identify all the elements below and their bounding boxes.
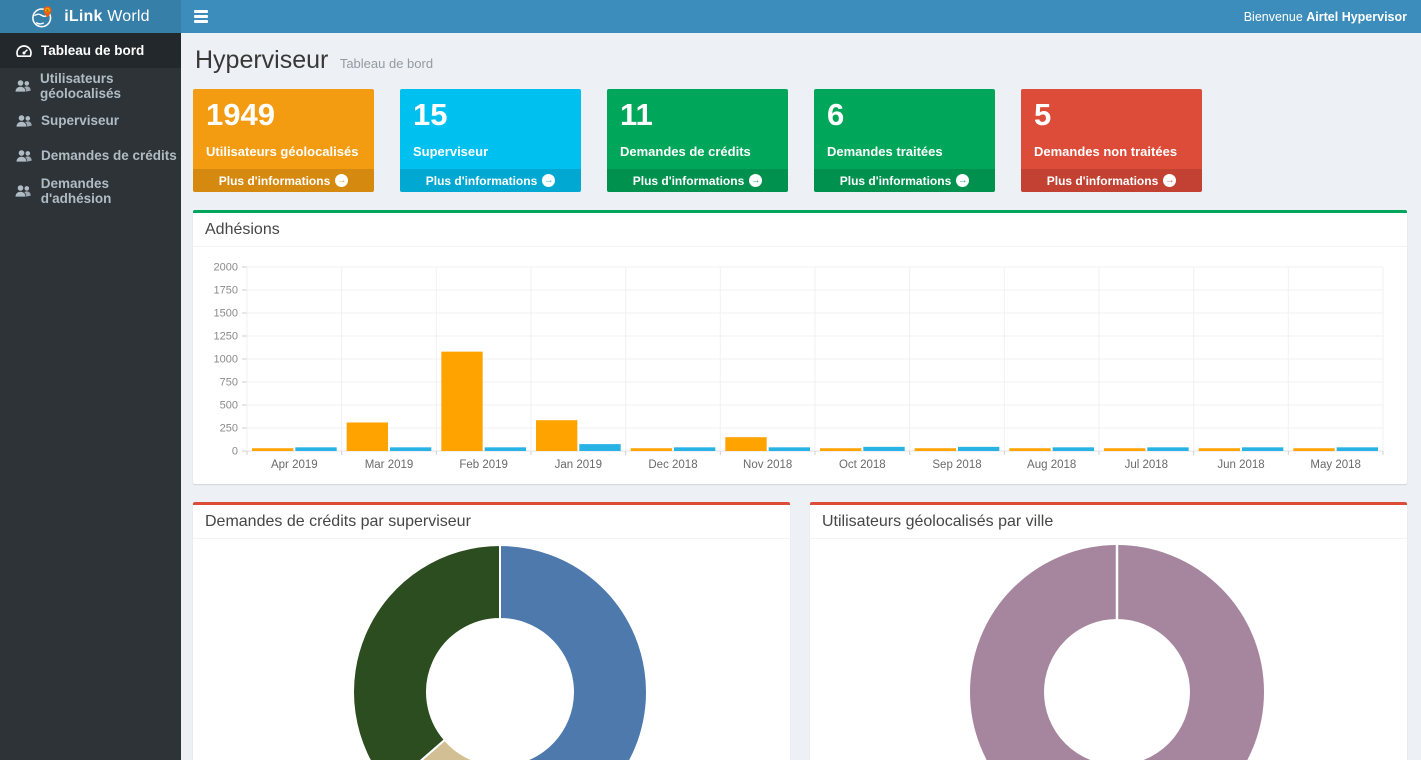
users-icon bbox=[15, 114, 32, 128]
adhesions-bar-chart: 0 250 500 750 1000 1250 1500 1750 2000 Apr 2019 Ma… bbox=[214, 262, 1384, 471]
svg-text:Jan 2019: Jan 2019 bbox=[555, 459, 602, 471]
svg-text:Feb 2019: Feb 2019 bbox=[459, 459, 508, 471]
top-navbar: $ iLink World Bienvenue Airtel Hyperviso… bbox=[0, 0, 1421, 33]
svg-text:Dec 2018: Dec 2018 bbox=[648, 459, 697, 471]
sidebar-item-label: Demandes d'adhésion bbox=[40, 175, 112, 206]
info-box-value: 11 bbox=[620, 97, 653, 132]
sidebar-item-demandes-de-credits[interactable]: Demandes de crédits bbox=[0, 138, 181, 173]
brand-logo[interactable]: $ iLink World bbox=[0, 0, 181, 33]
more-info-link[interactable]: Plus d'informations → bbox=[193, 169, 374, 192]
arrow-circle-right-icon: → bbox=[956, 174, 970, 187]
arrow-circle-right-icon: → bbox=[542, 174, 556, 187]
demandes-credits-panel: Demandes de crédits par superviseur bbox=[193, 502, 790, 760]
info-box-value: 15 bbox=[413, 97, 448, 132]
navbar-main: Bienvenue Airtel Hypervisor bbox=[181, 0, 1421, 33]
svg-text:1250: 1250 bbox=[214, 331, 238, 343]
globe-pin-logo-icon: $ bbox=[31, 5, 55, 29]
adhesions-panel: Adhésions 0 250 500 750 1000 1250 1500 1750 2000… bbox=[193, 210, 1407, 484]
info-box-superviseur: 15 Superviseur Plus d'informations → bbox=[400, 89, 581, 192]
page-header: Hyperviseur Tableau de bord bbox=[195, 46, 1405, 75]
users-icon bbox=[15, 184, 32, 198]
info-box-label: Demandes de crédits bbox=[620, 143, 751, 159]
info-box-utilisateurs-geolocalises: 1949 Utilisateurs géolocalisés Plus d'in… bbox=[193, 89, 374, 192]
sidebar-item-tableau-de-bord[interactable]: Tableau de bord bbox=[0, 33, 181, 68]
more-info-link[interactable]: Plus d'informations → bbox=[400, 169, 581, 192]
arrow-circle-right-icon: → bbox=[749, 174, 763, 187]
svg-text:2000: 2000 bbox=[214, 262, 238, 274]
main-content: Hyperviseur Tableau de bord 1949 Utilisa… bbox=[181, 33, 1421, 760]
info-box-value: 1949 bbox=[206, 97, 275, 132]
svg-text:Mar 2019: Mar 2019 bbox=[365, 459, 414, 471]
villes-donut-chart bbox=[970, 545, 1264, 760]
info-box-label: Utilisateurs géolocalisés bbox=[206, 143, 359, 159]
svg-text:500: 500 bbox=[220, 400, 238, 412]
arrow-circle-right-icon: → bbox=[335, 174, 349, 187]
info-box-demandes-traitees: 6 Demandes traitées Plus d'informations → bbox=[814, 89, 995, 192]
users-icon bbox=[15, 79, 31, 93]
info-box-label: Superviseur bbox=[413, 143, 489, 159]
info-box-value: 5 bbox=[1034, 97, 1052, 132]
sidebar-item-label: Utilisateurs géolocalisés bbox=[40, 70, 122, 101]
donut-charts-row: Demandes de crédits par superviseur Util… bbox=[193, 502, 1407, 760]
dashboard-icon bbox=[15, 44, 32, 58]
svg-text:250: 250 bbox=[220, 423, 238, 435]
more-info-link[interactable]: Plus d'informations → bbox=[1021, 169, 1202, 192]
credits-donut-chart bbox=[352, 544, 648, 760]
page-subtitle: Tableau de bord bbox=[339, 56, 434, 71]
svg-text:0: 0 bbox=[232, 446, 238, 458]
svg-text:Apr 2019: Apr 2019 bbox=[271, 459, 318, 471]
svg-text:1500: 1500 bbox=[214, 308, 238, 320]
svg-text:Sep 2018: Sep 2018 bbox=[932, 459, 981, 471]
more-info-link[interactable]: Plus d'informations → bbox=[607, 169, 788, 192]
info-box-demandes-credits: 11 Demandes de crédits Plus d'informatio… bbox=[607, 89, 788, 192]
sidebar-item-demandes-adhesion[interactable]: Demandes d'adhésion bbox=[0, 173, 181, 208]
sidebar-item-utilisateurs-geolocalises[interactable]: Utilisateurs géolocalisés bbox=[0, 68, 181, 103]
adhesions-panel-title: Adhésions bbox=[193, 213, 1407, 247]
sidebar-item-label: Demandes de crédits bbox=[41, 148, 177, 163]
welcome-text: Bienvenue Airtel Hypervisor bbox=[1243, 9, 1407, 24]
info-box-label: Demandes non traitées bbox=[1034, 143, 1178, 159]
svg-text:$: $ bbox=[46, 7, 49, 13]
svg-text:Jun 2018: Jun 2018 bbox=[1217, 459, 1264, 471]
info-boxes-row: 1949 Utilisateurs géolocalisés Plus d'in… bbox=[193, 89, 1407, 192]
sidebar: Tableau de bord Utilisateurs géolocalisé… bbox=[0, 33, 181, 760]
svg-text:Jul 2018: Jul 2018 bbox=[1125, 459, 1168, 471]
info-box-value: 6 bbox=[827, 97, 845, 132]
brand-name: iLink World bbox=[64, 7, 150, 25]
svg-text:Nov 2018: Nov 2018 bbox=[743, 459, 792, 471]
svg-text:May 2018: May 2018 bbox=[1310, 459, 1361, 471]
arrow-circle-right-icon: → bbox=[1163, 174, 1177, 187]
users-icon bbox=[15, 149, 32, 163]
demandes-credits-panel-title: Demandes de crédits par superviseur bbox=[193, 505, 790, 539]
svg-text:1750: 1750 bbox=[214, 285, 238, 297]
info-box-demandes-non-traitees: 5 Demandes non traitées Plus d'informati… bbox=[1021, 89, 1202, 192]
sidebar-item-superviseur[interactable]: Superviseur bbox=[0, 103, 181, 138]
page-title: Hyperviseur bbox=[195, 46, 329, 74]
more-info-link[interactable]: Plus d'informations → bbox=[814, 169, 995, 192]
utilisateurs-ville-panel: Utilisateurs géolocalisés par ville bbox=[810, 502, 1407, 760]
svg-text:750: 750 bbox=[220, 377, 238, 389]
svg-text:Aug 2018: Aug 2018 bbox=[1027, 459, 1076, 471]
sidebar-item-label: Tableau de bord bbox=[41, 43, 145, 58]
sidebar-toggle-button[interactable] bbox=[181, 0, 221, 33]
svg-text:1000: 1000 bbox=[214, 354, 238, 366]
utilisateurs-ville-panel-title: Utilisateurs géolocalisés par ville bbox=[810, 505, 1407, 539]
sidebar-item-label: Superviseur bbox=[41, 113, 120, 128]
svg-text:Oct 2018: Oct 2018 bbox=[839, 459, 886, 471]
info-box-label: Demandes traitées bbox=[827, 143, 943, 159]
